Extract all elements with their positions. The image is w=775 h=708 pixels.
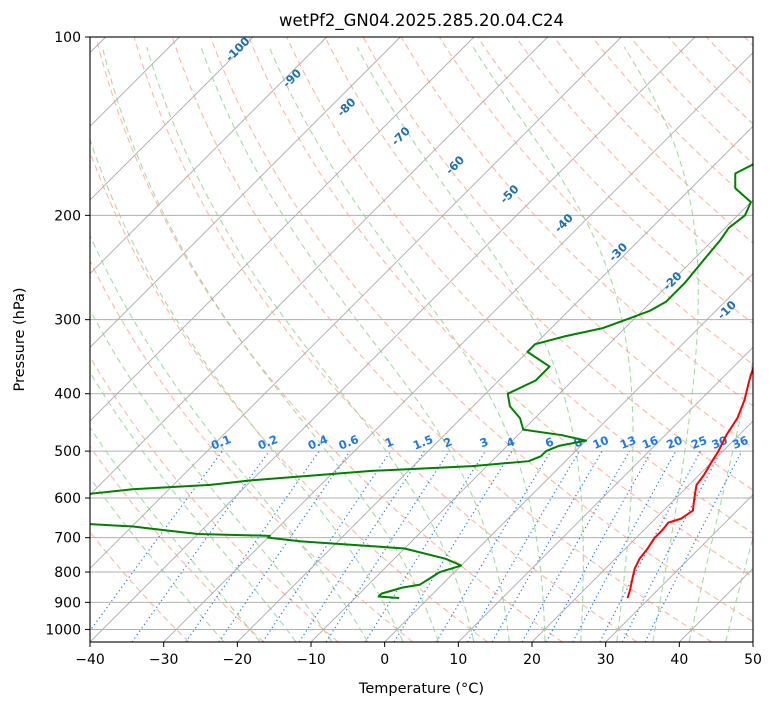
x-axis-ticks: −40 −30 −20 −10 0 10 20 30 40 50 <box>75 642 762 668</box>
mixing-ratio-label: 16 <box>640 433 660 452</box>
y-tick-label: 1000 <box>45 622 81 638</box>
y-tick-label: 800 <box>54 565 81 581</box>
x-axis-label: Temperature (°C) <box>358 681 484 697</box>
y-axis-ticks: 1000 900 800 700 600 500 400 300 200 100 <box>45 30 90 638</box>
x-tick-label: 10 <box>449 652 467 668</box>
y-tick-label: 600 <box>54 491 81 507</box>
moist-adiabat-line <box>762 47 775 641</box>
y-tick-label: 700 <box>54 531 81 547</box>
sounding-profiles <box>90 163 753 600</box>
mixing-ratio-line <box>90 450 223 632</box>
moist-adiabat-line <box>90 308 333 642</box>
isotherm-line <box>384 273 753 642</box>
isotherm-line <box>237 125 753 642</box>
isotherm-line <box>310 199 753 642</box>
isotherm-line <box>90 37 696 642</box>
x-tick-label: 50 <box>744 652 762 668</box>
y-tick-label: 900 <box>54 595 81 611</box>
mixing-ratio-line <box>466 450 580 642</box>
mixing-ratio-label: 13 <box>618 433 638 452</box>
isotherm-line <box>458 346 753 642</box>
moist-adiabat-line <box>200 46 510 642</box>
isotherm-line <box>90 37 548 496</box>
moist-adiabat-line <box>90 234 368 642</box>
dry-adiabat-line <box>171 37 713 642</box>
y-axis-label: Pressure (hPa) <box>12 287 28 391</box>
moist-adiabat-line <box>725 536 753 642</box>
isotherm-line <box>605 494 753 642</box>
moist-adiabat-line <box>623 46 699 642</box>
y-tick-label: 400 <box>54 387 81 403</box>
x-tick-label: −20 <box>223 652 253 668</box>
dry-adiabat-line <box>248 37 753 578</box>
mixing-ratio-line <box>185 450 320 642</box>
mixing-ratio-label: 25 <box>689 433 709 452</box>
dry-adiabat-line <box>629 37 753 165</box>
mixing-ratio-line <box>435 450 552 642</box>
moist-adiabat-line <box>90 371 297 642</box>
isotherm-line <box>163 52 753 642</box>
mixing-ratio-line <box>218 450 351 642</box>
mixing-ratio-lines <box>90 450 743 642</box>
x-tick-label: −40 <box>75 652 105 668</box>
x-tick-label: 30 <box>597 652 615 668</box>
isotherm-line <box>752 641 753 642</box>
dry-adiabat-line <box>209 37 753 623</box>
x-tick-label: 20 <box>523 652 541 668</box>
temperature-profile <box>626 364 753 599</box>
mixing-ratio-label: 10 <box>591 433 611 452</box>
mixing-ratio-line <box>491 450 603 642</box>
moist-adiabat-line <box>101 46 439 642</box>
moist-adiabat-line <box>90 426 261 642</box>
moist-adiabat-line <box>688 357 753 642</box>
moist-adiabat-line <box>90 477 224 642</box>
dry-adiabat-line <box>133 37 638 642</box>
chart-title: wetPf2_GN04.2025.285.20.04.C24 <box>279 11 564 31</box>
mixing-ratio-line <box>262 450 392 642</box>
isotherm-line <box>90 37 327 275</box>
x-tick-label: 40 <box>670 652 688 668</box>
y-tick-label: 100 <box>54 30 81 46</box>
mixing-ratio-line <box>298 450 425 642</box>
isotherm-line <box>90 37 475 422</box>
isotherms <box>90 37 753 642</box>
mixing-ratio-label: 36 <box>730 433 750 452</box>
isotherm-line <box>531 420 753 642</box>
moist-adiabat-line <box>90 137 404 642</box>
mixing-ratio-label: 20 <box>664 433 684 452</box>
plot-frame <box>89 36 754 643</box>
dry-adiabat-line <box>90 445 264 642</box>
y-tick-label: 500 <box>54 444 81 460</box>
isotherm-line <box>90 37 254 201</box>
moist-adiabat-line <box>268 46 546 642</box>
mixing-ratio-line <box>325 450 450 642</box>
dry-adiabat-line <box>515 37 753 284</box>
isotherm-line <box>90 37 622 569</box>
moist-adiabat-line <box>146 46 475 642</box>
isotherm-line <box>90 37 401 348</box>
pressure-gridlines <box>90 37 753 630</box>
dry-adiabat-line <box>477 37 753 325</box>
x-tick-label: −30 <box>149 652 179 668</box>
plot-area <box>90 37 753 642</box>
dry-adiabat-line <box>591 37 753 204</box>
moist-adiabat-line <box>356 46 584 642</box>
x-tick-label: 0 <box>380 652 389 668</box>
x-tick-label: −10 <box>296 652 326 668</box>
y-tick-label: 300 <box>54 313 81 329</box>
dewpoint-profile <box>90 163 753 600</box>
y-tick-label: 200 <box>54 208 81 224</box>
dry-adiabat-line <box>400 37 753 407</box>
dry-adiabat-line <box>324 37 753 491</box>
mixing-ratio-line <box>545 450 653 642</box>
